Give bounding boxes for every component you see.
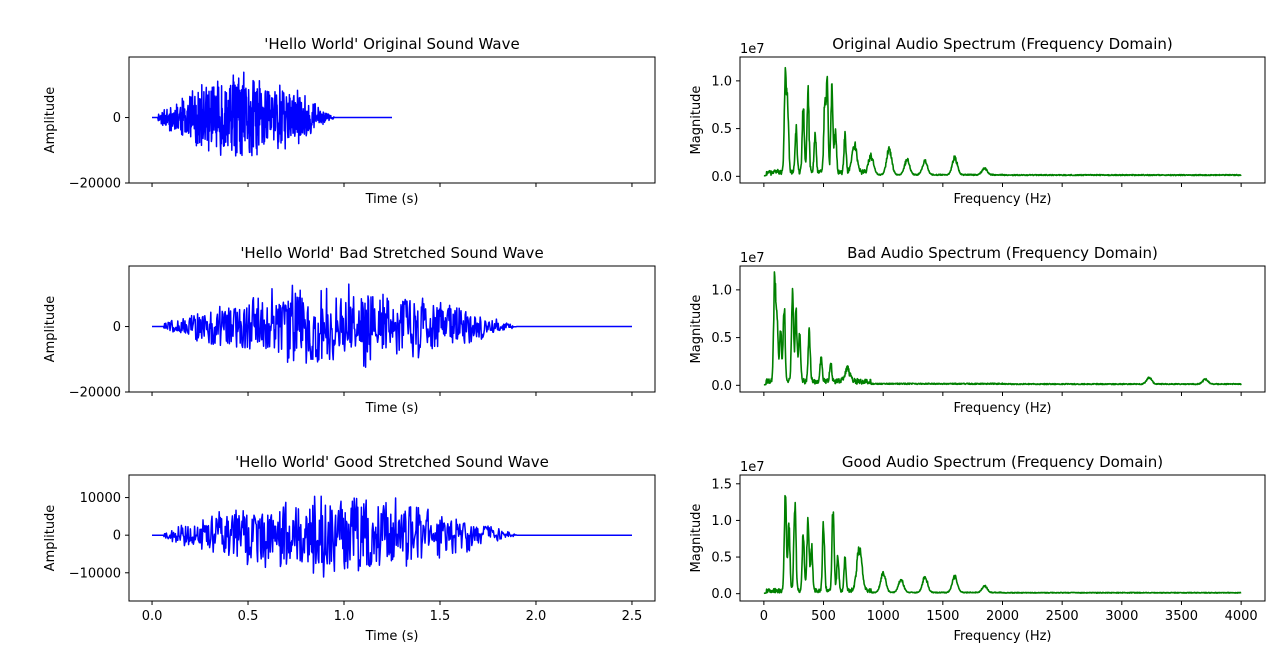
x-tick-label-good-wave: 2.5 bbox=[622, 609, 643, 624]
panel-orig-spec: Original Audio Spectrum (Frequency Domai… bbox=[689, 35, 1266, 207]
x-axis-label-good-wave: Time (s) bbox=[365, 629, 419, 644]
x-tick-label-good-wave: 0.0 bbox=[142, 609, 163, 624]
x-tick-label-good-wave: 1.0 bbox=[334, 609, 355, 624]
y-tick-label-orig-wave: −20000 bbox=[69, 177, 121, 192]
x-axis-label-bad-wave: Time (s) bbox=[365, 401, 419, 416]
x-tick-label-good-wave: 2.0 bbox=[526, 609, 547, 624]
panel-bad-spec: Bad Audio Spectrum (Frequency Domain) Fre… bbox=[689, 244, 1266, 416]
axes-frame-orig-wave bbox=[128, 56, 656, 184]
panel-orig-wave: 'Hello World' Original Sound Wave Time (s… bbox=[43, 35, 656, 207]
chart-title-good-wave: 'Hello World' Good Stretched Sound Wave bbox=[235, 453, 549, 471]
y-tick-label-orig-spec: 1.0 bbox=[711, 74, 732, 89]
y-axis-label-bad-spec: Magnitude bbox=[689, 295, 704, 364]
series-line-good-wave bbox=[151, 495, 633, 578]
series-line-good-spec bbox=[763, 494, 1242, 595]
y-tick-label-bad-spec: 1.0 bbox=[711, 283, 732, 298]
x-tick-label-good-spec: 3000 bbox=[1105, 609, 1138, 624]
chart-title-good-spec: Good Audio Spectrum (Frequency Domain) bbox=[842, 453, 1163, 471]
x-tick-label-good-spec: 4000 bbox=[1225, 609, 1258, 624]
x-axis-label-orig-wave: Time (s) bbox=[365, 192, 419, 207]
y-tick-label-good-wave: 0 bbox=[113, 529, 121, 544]
y-tick-label-good-spec: 1.0 bbox=[711, 514, 732, 529]
x-tick-label-good-spec: 2000 bbox=[986, 609, 1019, 624]
y-tick-label-good-wave: 10000 bbox=[80, 491, 121, 506]
x-axis-label-bad-spec: Frequency (Hz) bbox=[953, 401, 1051, 416]
chart-title-orig-spec: Original Audio Spectrum (Frequency Domai… bbox=[832, 35, 1173, 53]
y-tick-label-bad-spec: 0.0 bbox=[711, 379, 732, 394]
x-tick-label-good-wave: 1.5 bbox=[430, 609, 451, 624]
y-tick-label-good-spec: 0.0 bbox=[711, 587, 732, 602]
series-line-bad-spec bbox=[763, 271, 1242, 386]
y-tick-label-good-spec: 0.5 bbox=[711, 551, 732, 566]
x-axis-label-good-spec: Frequency (Hz) bbox=[953, 629, 1051, 644]
x-tick-label-good-spec: 1000 bbox=[867, 609, 900, 624]
y-tick-label-bad-wave: −20000 bbox=[69, 386, 121, 401]
panel-good-wave: 'Hello World' Good Stretched Sound Wave T… bbox=[43, 453, 656, 644]
y-tick-label-bad-spec: 0.5 bbox=[711, 331, 732, 346]
y-axis-label-good-wave: Amplitude bbox=[43, 505, 58, 572]
series-line-orig-spec bbox=[763, 66, 1242, 177]
y-offset-text-good-spec: 1e7 bbox=[740, 460, 765, 475]
panel-bad-wave: 'Hello World' Bad Stretched Sound Wave Ti… bbox=[43, 244, 656, 416]
series-line-bad-wave bbox=[151, 283, 633, 368]
y-tick-label-good-wave: −10000 bbox=[69, 566, 121, 581]
x-tick-label-good-spec: 500 bbox=[811, 609, 836, 624]
x-tick-label-good-wave: 0.5 bbox=[238, 609, 259, 624]
x-tick-label-good-spec: 0 bbox=[760, 609, 768, 624]
chart-title-orig-wave: 'Hello World' Original Sound Wave bbox=[264, 35, 519, 53]
x-tick-label-good-spec: 3500 bbox=[1165, 609, 1198, 624]
y-tick-label-orig-spec: 0.5 bbox=[711, 122, 732, 137]
x-axis-label-orig-spec: Frequency (Hz) bbox=[953, 192, 1051, 207]
panel-good-spec: Good Audio Spectrum (Frequency Domain) Fr… bbox=[689, 453, 1266, 644]
chart-title-bad-spec: Bad Audio Spectrum (Frequency Domain) bbox=[847, 244, 1158, 262]
y-tick-label-bad-wave: 0 bbox=[113, 320, 121, 335]
y-offset-text-orig-spec: 1e7 bbox=[740, 42, 765, 57]
x-tick-label-good-spec: 2500 bbox=[1046, 609, 1079, 624]
y-tick-label-good-spec: 1.5 bbox=[711, 477, 732, 492]
y-axis-label-orig-wave: Amplitude bbox=[43, 87, 58, 154]
y-axis-label-bad-wave: Amplitude bbox=[43, 296, 58, 363]
y-offset-text-bad-spec: 1e7 bbox=[740, 251, 765, 266]
y-axis-label-orig-spec: Magnitude bbox=[689, 86, 704, 155]
axes-frame-bad-spec bbox=[739, 265, 1266, 393]
axes-frame-bad-wave bbox=[128, 265, 656, 393]
x-tick-label-good-spec: 1500 bbox=[926, 609, 959, 624]
axes-frame-good-spec bbox=[739, 474, 1266, 602]
y-tick-label-orig-spec: 0.0 bbox=[711, 170, 732, 185]
series-line-orig-wave bbox=[151, 71, 393, 157]
axes-frame-orig-spec bbox=[739, 56, 1266, 184]
chart-title-bad-wave: 'Hello World' Bad Stretched Sound Wave bbox=[240, 244, 543, 262]
axes-frame-good-wave bbox=[128, 474, 656, 602]
y-tick-label-orig-wave: 0 bbox=[113, 111, 121, 126]
y-axis-label-good-spec: Magnitude bbox=[689, 504, 704, 573]
